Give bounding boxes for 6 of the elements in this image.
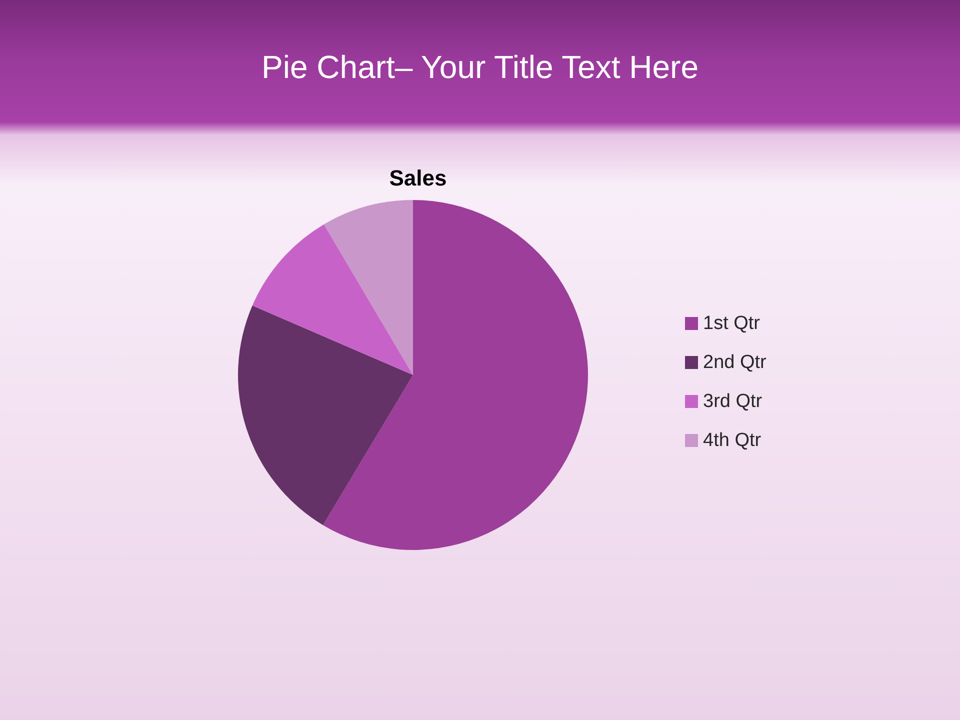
chart-subtitle: Sales xyxy=(389,166,447,190)
legend-label: 4th Qtr xyxy=(703,430,762,451)
legend-label: 1st Qtr xyxy=(703,313,761,334)
legend-label: 2nd Qtr xyxy=(703,352,768,373)
legend-label: 3rd Qtr xyxy=(703,391,763,412)
chart-title: Pie Chart– Your Title Text Here xyxy=(262,49,698,85)
